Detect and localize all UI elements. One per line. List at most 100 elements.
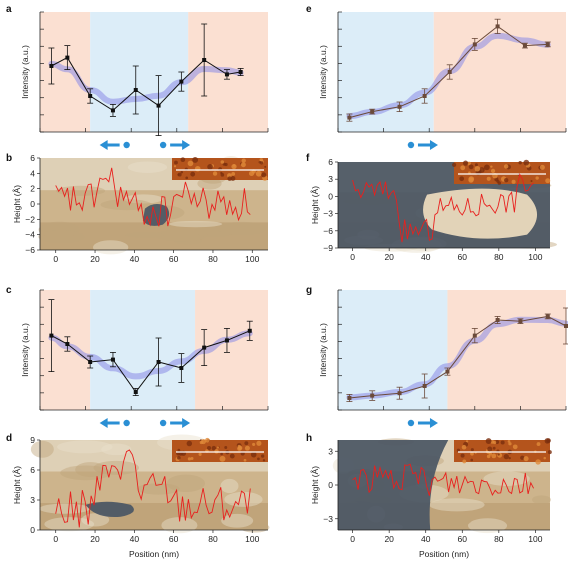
data-point [156, 360, 161, 364]
data-line [51, 330, 250, 393]
x-tick-label: 0 [53, 254, 58, 264]
y-tick-label: 6 [30, 153, 35, 163]
panel-e: Intensity (a.u.) [318, 11, 567, 150]
data-point [347, 115, 352, 120]
data-point [397, 104, 402, 109]
height-profile-trace [55, 167, 251, 227]
panel-h: 3 0 −3 0 20 40 60 80 100 Height (Å) [310, 438, 552, 544]
y-axis-label: Intensity (a.u.) [20, 323, 30, 377]
data-point [545, 42, 550, 47]
direction-arrow-right-icon [407, 140, 438, 150]
x-tick-label: 40 [421, 534, 431, 544]
data-point [156, 103, 161, 108]
data-line [349, 315, 567, 399]
height-profile-trace [352, 463, 535, 497]
data-point [110, 357, 115, 362]
x-tick-label: 60 [169, 534, 179, 544]
x-tick-label: 40 [130, 534, 140, 544]
x-axis-title-right: Position (nm) [419, 549, 469, 559]
x-tick-label: 100 [528, 534, 542, 544]
inset-image [172, 437, 268, 462]
x-tick-label: 20 [90, 534, 100, 544]
data-point [133, 88, 138, 92]
direction-arrow-right-icon [159, 140, 191, 150]
data-point [49, 64, 54, 68]
afm-topography-image [332, 438, 551, 534]
panel-label-f: f [306, 153, 310, 164]
data-point [422, 384, 427, 388]
fit-curve [48, 330, 253, 380]
inset-image [454, 438, 552, 465]
y-tick-label: 6 [30, 465, 35, 475]
data-point [472, 42, 477, 47]
height-profile-trace [55, 449, 251, 528]
y-tick-label: −2 [25, 214, 35, 224]
direction-arrow-left-icon [99, 418, 130, 428]
panel-label-b: b [6, 153, 12, 164]
y-tick-label: −6 [323, 226, 333, 236]
panel-g: Intensity (a.u.) [318, 289, 568, 428]
data-point [495, 318, 500, 322]
exposed-region [423, 188, 538, 239]
data-point [49, 333, 54, 338]
direction-arrow-right-icon [407, 418, 438, 428]
x-tick-label: 20 [90, 254, 100, 264]
data-point [110, 108, 115, 113]
data-point [447, 70, 452, 74]
x-tick-label: 20 [384, 252, 394, 262]
region-salmon [447, 290, 566, 410]
y-axis-label: Intensity (a.u.) [20, 45, 30, 99]
y-tick-label: 0 [328, 480, 333, 490]
x-tick-label: 80 [208, 254, 218, 264]
data-point [65, 342, 70, 346]
y-axis-label: Height (Å) [12, 185, 22, 223]
x-tick-label: 100 [245, 254, 259, 264]
y-tick-label: 4 [30, 168, 35, 178]
x-tick-label: 20 [384, 534, 394, 544]
y-axis-label: Intensity (a.u.) [318, 45, 328, 99]
panel-c: Intensity (a.u.) [20, 289, 269, 428]
y-axis-label: Height (Å) [12, 466, 22, 504]
panel-label-d: d [6, 433, 12, 444]
panel-label-h: h [306, 433, 312, 444]
y-tick-label: 0 [328, 191, 333, 201]
panel-label-e: e [306, 4, 312, 15]
data-point [347, 396, 352, 400]
x-tick-label: 80 [494, 534, 504, 544]
data-point [545, 314, 550, 319]
y-tick-label: 3 [328, 174, 333, 184]
x-tick-label: 100 [245, 534, 259, 544]
y-axis-label: Height (Å) [310, 466, 320, 504]
y-tick-label: −3 [323, 514, 333, 524]
y-axis-label: Height (Å) [310, 186, 320, 224]
panel-d: 9 6 3 0 0 20 40 60 80 100 Height (Å) [12, 434, 270, 544]
data-point [370, 393, 375, 398]
x-tick-label: 100 [528, 252, 542, 262]
data-point [202, 58, 207, 62]
y-tick-label: 0 [30, 525, 35, 535]
data-point [179, 366, 184, 370]
data-point [65, 55, 70, 60]
x-axis-title-left: Position (nm) [129, 549, 179, 559]
y-tick-label: 9 [30, 435, 35, 445]
y-tick-label: −9 [323, 243, 333, 253]
direction-arrow-left-icon [99, 140, 130, 150]
inset-image [172, 157, 268, 181]
data-point [397, 391, 402, 396]
panel-label-c: c [6, 285, 12, 296]
region-blue [90, 290, 196, 410]
x-tick-label: 60 [458, 534, 468, 544]
data-point [445, 369, 450, 374]
x-tick-label: 0 [350, 534, 355, 544]
data-point [202, 345, 207, 350]
data-point [522, 43, 527, 48]
y-tick-label: 6 [328, 157, 333, 167]
direction-arrow-right-icon [159, 418, 191, 428]
y-tick-label: 0 [30, 199, 35, 209]
data-point [179, 79, 184, 84]
panel-label-a: a [6, 4, 12, 15]
data-point [224, 72, 229, 77]
x-tick-label: 80 [208, 534, 218, 544]
height-profile-trace [352, 173, 534, 243]
data-point [88, 94, 93, 98]
